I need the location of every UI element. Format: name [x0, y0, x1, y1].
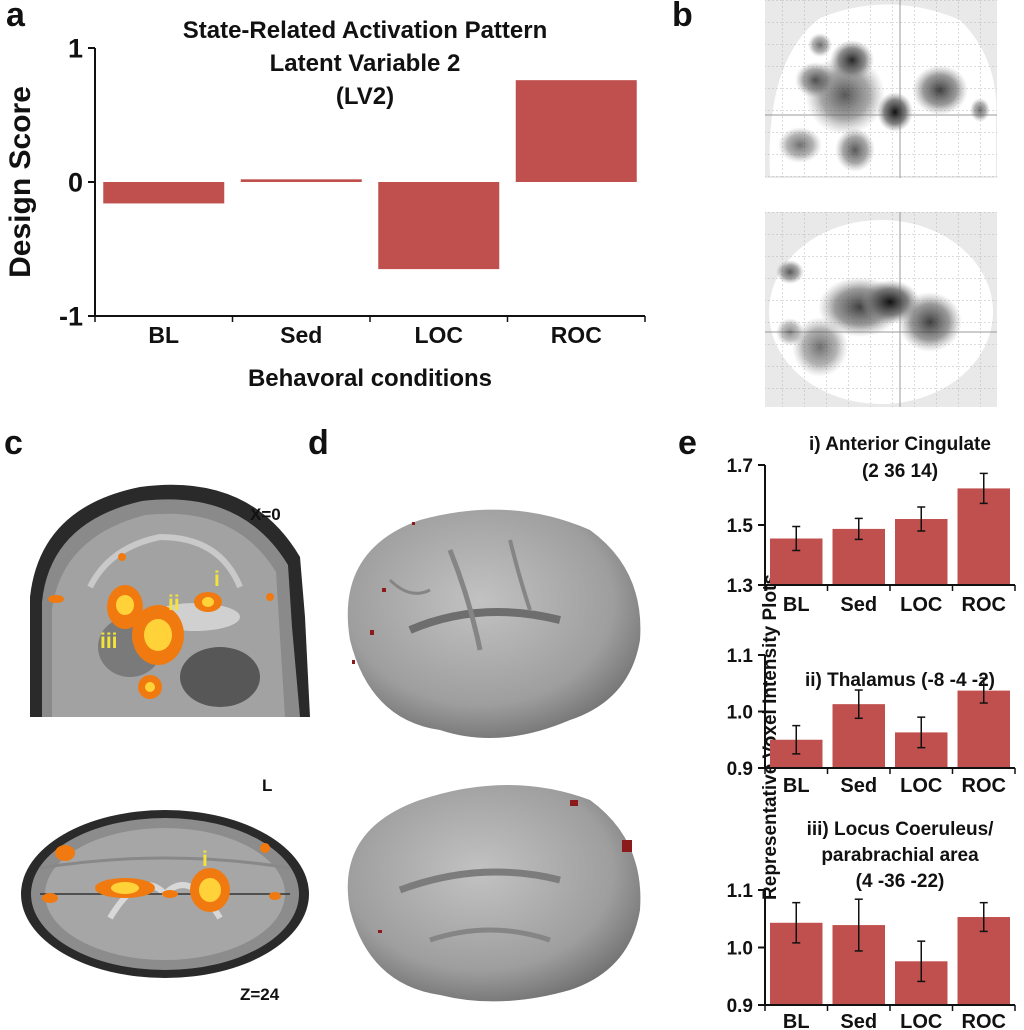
y-tick-label: 1.0 [727, 702, 753, 723]
x-tick-label-loc: LOC [900, 1011, 942, 1030]
y-tick-label: 1 [68, 34, 83, 64]
x-tick-label-roc: ROC [962, 594, 1006, 616]
cortical-surfaces [347, 509, 641, 1002]
roi-label-iii-sagittal: iii [100, 630, 118, 653]
bar-loc [378, 182, 500, 270]
x-tick-label-bl: BL [148, 322, 179, 348]
y-tick-label: 0.9 [727, 759, 753, 780]
roi-label-ii-sagittal: ii [168, 592, 180, 615]
y-axis-label: Design Score [4, 86, 37, 278]
x-tick-label-bl: BL [783, 775, 810, 797]
activation-blobs [48, 553, 274, 699]
panel-label-e: e [678, 424, 697, 462]
cortex-medial-view [347, 785, 641, 1002]
x-tick-label-sed: Sed [840, 1011, 877, 1030]
sagittal-coordinate-label: X=0 [250, 505, 281, 524]
x-tick-label-sed: Sed [840, 594, 877, 616]
x-tick-label-bl: BL [783, 1011, 810, 1030]
bar-bl [103, 182, 225, 204]
y-tick-label: 1.1 [727, 881, 754, 902]
y-tick-label: 1.0 [727, 938, 753, 959]
x-tick-label-bl: BL [783, 594, 810, 616]
anterior-cingulate-chart: i) Anterior Cingulate (2 36 14) BL Sed LOC RO… [727, 434, 1016, 616]
y-tick-label: 1.1 [727, 646, 754, 667]
bar-roc [957, 488, 1010, 585]
roi-label-i-sagittal: i [214, 568, 220, 591]
chart-title-line: ii) Thalamus (-8 -4 -2) [805, 670, 995, 691]
y-tick-label: 0.9 [727, 996, 753, 1017]
axial-slice [20, 808, 310, 980]
x-tick-label-loc: LOC [414, 322, 463, 348]
y-tick-label: 1.7 [727, 456, 753, 477]
x-axis-label: Behavoral conditions [248, 365, 492, 392]
chart-title-line: i) Anterior Cingulate [809, 434, 991, 455]
y-tick-label: 1.5 [727, 516, 754, 537]
bar-sed [240, 179, 362, 182]
x-tick-label-sed: Sed [840, 775, 877, 797]
design-score-chart: State-Related Activation Pattern Latent V… [4, 17, 646, 392]
axial-coordinate-label: Z=24 [240, 985, 280, 1004]
activation-blobs-axial [42, 843, 281, 912]
glass-brain-axial [765, 212, 997, 407]
chart-title-line: State-Related Activation Pattern [183, 17, 548, 44]
panel-label-c: c [4, 424, 23, 462]
thalamus-chart: ii) Thalamus (-8 -4 -2) BL Sed LOC ROC 1.1 1.0… [727, 646, 1016, 797]
panel-label-b: b [672, 0, 693, 34]
sagittal-slice [30, 477, 310, 717]
x-tick-label-roc: ROC [962, 1011, 1006, 1030]
panel-label-d: d [308, 424, 329, 462]
panel-label-a: a [6, 0, 25, 34]
chart-title-line: parabrachial area [821, 845, 979, 866]
x-tick-label-roc: ROC [551, 322, 602, 348]
glass-brain-projections [765, 0, 997, 407]
cortex-lateral-view [347, 509, 641, 738]
x-tick-label-loc: LOC [900, 594, 942, 616]
roi-label-i-axial: i [202, 848, 208, 871]
x-tick-label-sed: Sed [280, 322, 322, 348]
chart-title-line: iii) Locus Coeruleus/ [807, 819, 995, 840]
glass-brain-sagittal [765, 0, 997, 178]
y-tick-label: -1 [59, 302, 83, 332]
bar-roc [515, 80, 637, 182]
chart-title-line: (LV2) [336, 83, 394, 110]
chart-title-line: (2 36 14) [862, 461, 938, 482]
x-tick-label-roc: ROC [962, 775, 1006, 797]
y-tick-label: 1.3 [727, 576, 753, 597]
x-tick-label-loc: LOC [900, 775, 942, 797]
y-tick-label: 0 [68, 168, 83, 198]
locus-coeruleus-chart: iii) Locus Coeruleus/parabrachial area (4… [727, 819, 1016, 1030]
chart-title-line: (4 -36 -22) [856, 871, 945, 892]
chart-title-line: Latent Variable 2 [270, 50, 461, 77]
axial-hemisphere-label: L [262, 776, 273, 795]
